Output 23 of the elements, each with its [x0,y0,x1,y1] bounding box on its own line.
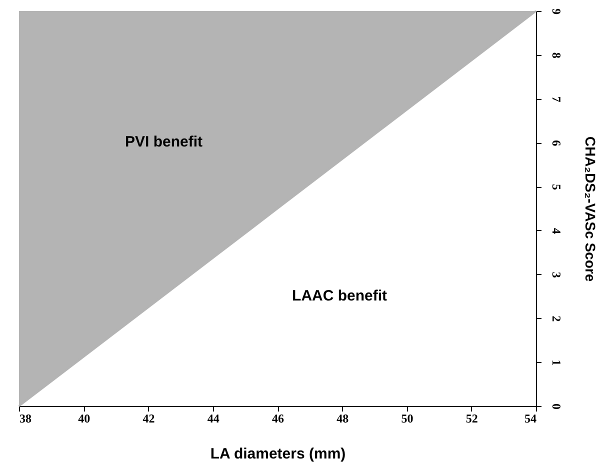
y-tick-label: 0 [550,404,564,410]
x-tick-label: 50 [401,412,414,426]
x-tick-label: 52 [466,412,478,426]
x-tick-label: 48 [336,412,349,426]
x-tick-label: 42 [142,412,155,426]
y-tick-label: 5 [550,184,564,190]
y-tick-label: 7 [550,96,564,102]
annotation: PVI benefit [125,133,203,150]
x-tick-label: 38 [20,412,32,426]
y-tick-label: 4 [550,228,564,234]
x-tick-label: 40 [78,412,90,426]
x-tick-label: 46 [272,412,284,426]
x-tick-label: 44 [207,412,220,426]
y-tick-label: 6 [550,140,564,146]
y-axis-title: CHA₂DS₂-VASc Score [582,136,598,282]
y-tick-label: 8 [550,52,564,58]
y-tick-label: 9 [550,8,564,14]
annotation: LAAC benefit [292,287,388,304]
x-tick-label: 54 [524,412,536,426]
y-tick-label: 3 [550,272,564,278]
x-axis-title: LA diameters (mm) [210,446,346,462]
y-tick-label: 1 [550,360,564,366]
y-tick-label: 2 [550,316,564,322]
